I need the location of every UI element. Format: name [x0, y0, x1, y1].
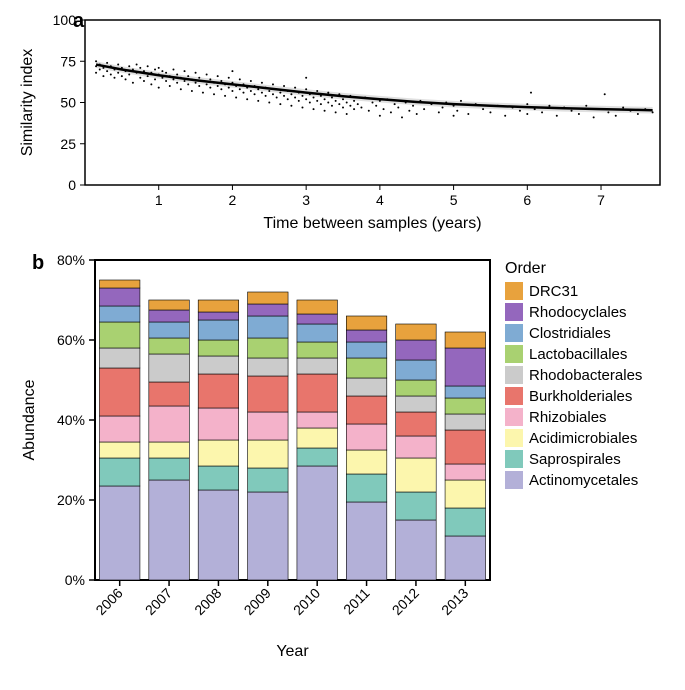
legend-swatch — [505, 408, 523, 426]
svg-text:50: 50 — [60, 95, 76, 111]
svg-text:5: 5 — [450, 192, 458, 208]
legend-swatch — [505, 324, 523, 342]
legend-swatch — [505, 345, 523, 363]
legend-label: Lactobacillales — [529, 346, 627, 363]
panel-b: b 0% 20% 40% 60% 80% 2006 2007 2008 2009 2010 2011… — [10, 240, 675, 680]
svg-text:40%: 40% — [57, 412, 85, 428]
svg-text:2006: 2006 — [92, 585, 125, 618]
svg-text:2: 2 — [229, 192, 237, 208]
svg-text:75: 75 — [60, 53, 76, 69]
legend-label: Burkholderiales — [529, 388, 632, 405]
legend-swatch — [505, 429, 523, 447]
legend-label: Clostridiales — [529, 325, 611, 342]
legend-item: Rhodocyclales — [505, 303, 642, 321]
svg-text:80%: 80% — [57, 252, 85, 268]
svg-text:1: 1 — [155, 192, 163, 208]
legend-label: Acidimicrobiales — [529, 430, 637, 447]
legend-swatch — [505, 387, 523, 405]
panel-b-svg: 0% 20% 40% 60% 80% 2006 2007 2008 2009 2010 2011 20… — [10, 240, 500, 670]
legend-item: Clostridiales — [505, 324, 642, 342]
svg-text:7: 7 — [597, 192, 605, 208]
panel-a-svg: 02550751001234567Time between samples (y… — [10, 10, 675, 240]
svg-text:20%: 20% — [57, 492, 85, 508]
panel-a-label: a — [73, 10, 84, 33]
svg-text:6: 6 — [523, 192, 531, 208]
figure-container: a 02550751001234567Time between samples … — [10, 10, 675, 680]
svg-text:4: 4 — [376, 192, 384, 208]
legend-item: Lactobacillales — [505, 345, 642, 363]
legend-label: Saprospirales — [529, 451, 621, 468]
svg-text:Year: Year — [276, 643, 309, 660]
svg-text:2011: 2011 — [340, 585, 373, 618]
svg-text:2013: 2013 — [438, 585, 471, 618]
legend-title: Order — [505, 260, 642, 278]
svg-text:2008: 2008 — [191, 585, 224, 618]
legend-label: Rhodocyclales — [529, 304, 627, 321]
svg-text:2009: 2009 — [241, 585, 274, 618]
svg-text:Similarity index: Similarity index — [19, 49, 36, 157]
svg-text:60%: 60% — [57, 332, 85, 348]
svg-text:Abundance: Abundance — [21, 379, 38, 460]
legend-swatch — [505, 303, 523, 321]
svg-text:3: 3 — [302, 192, 310, 208]
legend-item: Rhizobiales — [505, 408, 642, 426]
svg-text:0: 0 — [68, 177, 76, 193]
legend-item: Actinomycetales — [505, 471, 642, 489]
legend-swatch — [505, 471, 523, 489]
panel-b-label: b — [32, 252, 44, 275]
panel-a: a 02550751001234567Time between samples … — [10, 10, 675, 240]
svg-text:25: 25 — [60, 136, 76, 152]
legend-label: DRC31 — [529, 283, 578, 300]
svg-text:Time between samples (years): Time between samples (years) — [263, 215, 481, 232]
legend-label: Actinomycetales — [529, 472, 638, 489]
svg-text:2012: 2012 — [389, 585, 422, 618]
svg-text:0%: 0% — [65, 572, 85, 588]
legend-item: Rhodobacterales — [505, 366, 642, 384]
legend-label: Rhizobiales — [529, 409, 607, 426]
legend-label: Rhodobacterales — [529, 367, 642, 384]
svg-text:2007: 2007 — [142, 585, 175, 618]
legend-swatch — [505, 450, 523, 468]
legend-item: Burkholderiales — [505, 387, 642, 405]
legend-item: DRC31 — [505, 282, 642, 300]
legend-item: Saprospirales — [505, 450, 642, 468]
legend-swatch — [505, 282, 523, 300]
svg-text:2010: 2010 — [290, 585, 323, 618]
legend-item: Acidimicrobiales — [505, 429, 642, 447]
panel-b-legend: Order DRC31 Rhodocyclales Clostridiales Lact… — [505, 260, 642, 492]
legend-swatch — [505, 366, 523, 384]
